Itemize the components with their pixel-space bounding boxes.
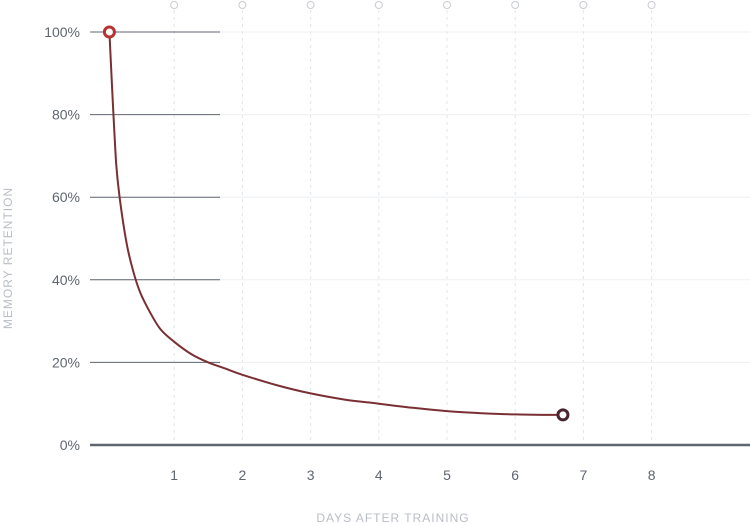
y-tick-labels: 0% 20% 40% 60% 80% 100%	[44, 24, 80, 453]
x-tick-label: 3	[307, 467, 315, 483]
x-tick-label: 4	[375, 467, 383, 483]
y-tick-label: 80%	[52, 107, 80, 123]
y-tick-label: 0%	[60, 437, 80, 453]
x-axis-title: DAYS AFTER TRAINING	[316, 511, 469, 525]
x-tick-label: 7	[580, 467, 588, 483]
y-axis-title: MEMORY RETENTION	[1, 187, 15, 329]
retention-curve-line	[108, 31, 563, 416]
x-grid-top-marker	[443, 1, 451, 9]
x-grid-top-marker	[238, 1, 247, 9]
x-tick-label: 2	[239, 467, 247, 483]
x-tick-label: 6	[511, 467, 519, 483]
x-grid-top-marker	[579, 1, 588, 9]
x-tick-label: 1	[170, 467, 178, 483]
y-tick-label: 40%	[52, 272, 80, 288]
start-point-marker	[102, 25, 116, 39]
y-tick-label: 20%	[52, 354, 80, 370]
end-point-marker	[556, 408, 570, 422]
x-tick-labels: 1 2 3 4 5 6 7 8	[170, 467, 655, 483]
y-tick-label: 60%	[52, 189, 80, 205]
x-grid-top-marker	[647, 1, 656, 9]
x-grid-top-marker	[306, 1, 315, 9]
y-tick-label: 100%	[44, 24, 80, 40]
x-grid-top-marker	[374, 1, 383, 9]
x-tick-label: 8	[648, 467, 656, 483]
x-grid-top-marker	[170, 1, 179, 9]
series-layer	[102, 25, 570, 422]
horizontal-grid	[90, 31, 750, 363]
x-grid-top-marker	[511, 1, 520, 9]
x-tick-label: 5	[443, 467, 451, 483]
vertical-grid	[170, 1, 656, 445]
